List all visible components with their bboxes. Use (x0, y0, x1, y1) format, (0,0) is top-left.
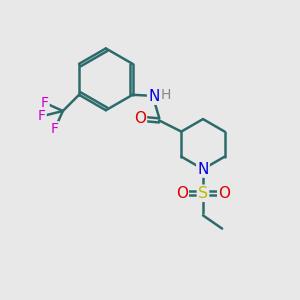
Text: O: O (176, 186, 188, 201)
Text: O: O (134, 111, 146, 126)
Text: F: F (38, 109, 46, 123)
Text: N: N (148, 89, 160, 104)
Text: F: F (51, 122, 58, 136)
Text: H: H (161, 88, 171, 102)
Text: O: O (218, 186, 230, 201)
Text: F: F (40, 96, 49, 110)
Text: N: N (197, 162, 209, 177)
Text: S: S (198, 186, 208, 201)
